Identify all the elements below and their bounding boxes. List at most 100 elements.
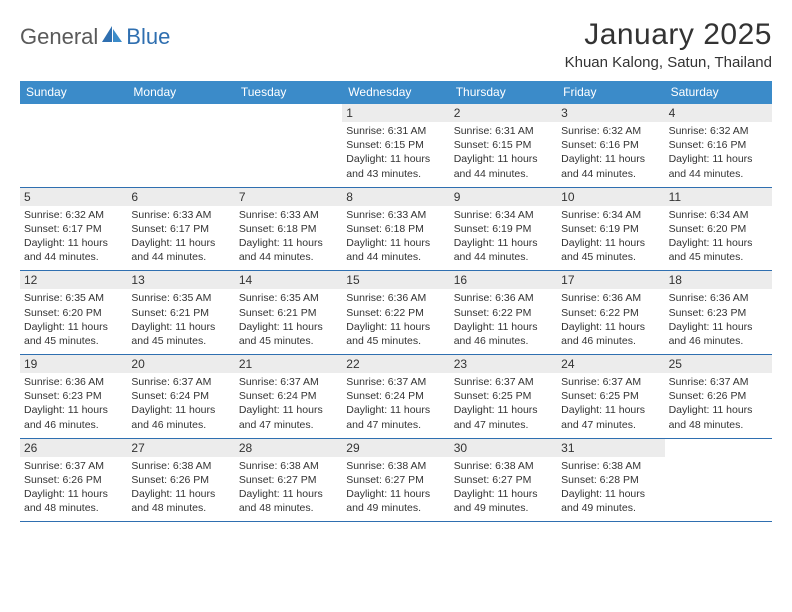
daylight-text: Daylight: 11 hours (346, 320, 445, 334)
day-number: 23 (454, 357, 553, 371)
sunset-text: Sunset: 6:19 PM (454, 222, 553, 236)
sunset-text: Sunset: 6:27 PM (239, 473, 338, 487)
daylight-text: and 46 minutes. (24, 418, 123, 432)
day-cell: 25Sunrise: 6:37 AMSunset: 6:26 PMDayligh… (665, 355, 772, 438)
daylight-text: Daylight: 11 hours (454, 236, 553, 250)
day-cell: 5Sunrise: 6:32 AMSunset: 6:17 PMDaylight… (20, 188, 127, 271)
day-header-fri: Friday (557, 81, 664, 104)
sunset-text: Sunset: 6:22 PM (561, 306, 660, 320)
day-number-bar: 22 (342, 355, 449, 373)
day-number-bar: 11 (665, 188, 772, 206)
day-cell: 11Sunrise: 6:34 AMSunset: 6:20 PMDayligh… (665, 188, 772, 271)
day-number-bar: 16 (450, 271, 557, 289)
day-cell: 20Sunrise: 6:37 AMSunset: 6:24 PMDayligh… (127, 355, 234, 438)
day-number: 4 (669, 106, 768, 120)
daylight-text: Daylight: 11 hours (346, 152, 445, 166)
daylight-text: and 47 minutes. (346, 418, 445, 432)
daylight-text: and 44 minutes. (239, 250, 338, 264)
daylight-text: Daylight: 11 hours (561, 403, 660, 417)
day-number: 27 (131, 441, 230, 455)
sunrise-text: Sunrise: 6:36 AM (24, 375, 123, 389)
day-number: 17 (561, 273, 660, 287)
daylight-text: Daylight: 11 hours (131, 403, 230, 417)
daylight-text: and 45 minutes. (669, 250, 768, 264)
brand-part2: Blue (126, 24, 170, 50)
daylight-text: and 49 minutes. (346, 501, 445, 515)
sunset-text: Sunset: 6:17 PM (131, 222, 230, 236)
daylight-text: and 49 minutes. (454, 501, 553, 515)
day-number-bar: 13 (127, 271, 234, 289)
daylight-text: and 45 minutes. (239, 334, 338, 348)
day-cell: 31Sunrise: 6:38 AMSunset: 6:28 PMDayligh… (557, 439, 664, 522)
day-number: 6 (131, 190, 230, 204)
sunrise-text: Sunrise: 6:33 AM (346, 208, 445, 222)
day-number: 28 (239, 441, 338, 455)
sunrise-text: Sunrise: 6:36 AM (454, 291, 553, 305)
day-number-bar: 21 (235, 355, 342, 373)
daylight-text: Daylight: 11 hours (346, 403, 445, 417)
daylight-text: and 49 minutes. (561, 501, 660, 515)
day-cell: 26Sunrise: 6:37 AMSunset: 6:26 PMDayligh… (20, 439, 127, 522)
sunrise-text: Sunrise: 6:31 AM (454, 124, 553, 138)
day-number: 15 (346, 273, 445, 287)
sunset-text: Sunset: 6:27 PM (346, 473, 445, 487)
sunrise-text: Sunrise: 6:38 AM (239, 459, 338, 473)
daylight-text: and 43 minutes. (346, 167, 445, 181)
daylight-text: Daylight: 11 hours (669, 403, 768, 417)
sunrise-text: Sunrise: 6:33 AM (239, 208, 338, 222)
sunset-text: Sunset: 6:17 PM (24, 222, 123, 236)
day-cell: 2Sunrise: 6:31 AMSunset: 6:15 PMDaylight… (450, 104, 557, 187)
sunset-text: Sunset: 6:23 PM (669, 306, 768, 320)
daylight-text: and 47 minutes. (239, 418, 338, 432)
sunset-text: Sunset: 6:21 PM (239, 306, 338, 320)
sunrise-text: Sunrise: 6:38 AM (346, 459, 445, 473)
daylight-text: Daylight: 11 hours (239, 320, 338, 334)
day-number-bar: 4 (665, 104, 772, 122)
day-cell (235, 104, 342, 187)
sunrise-text: Sunrise: 6:37 AM (346, 375, 445, 389)
daylight-text: Daylight: 11 hours (24, 487, 123, 501)
daylight-text: and 46 minutes. (561, 334, 660, 348)
day-cell: 23Sunrise: 6:37 AMSunset: 6:25 PMDayligh… (450, 355, 557, 438)
day-number-bar: 12 (20, 271, 127, 289)
day-number: 3 (561, 106, 660, 120)
sail-icon (102, 26, 124, 49)
day-number-bar: 18 (665, 271, 772, 289)
day-number: 31 (561, 441, 660, 455)
sunset-text: Sunset: 6:26 PM (669, 389, 768, 403)
day-number-bar: 7 (235, 188, 342, 206)
sunrise-text: Sunrise: 6:37 AM (669, 375, 768, 389)
day-number-bar: 10 (557, 188, 664, 206)
daylight-text: and 44 minutes. (131, 250, 230, 264)
daylight-text: Daylight: 11 hours (669, 236, 768, 250)
daylight-text: and 48 minutes. (131, 501, 230, 515)
day-header-wed: Wednesday (342, 81, 449, 104)
day-cell: 3Sunrise: 6:32 AMSunset: 6:16 PMDaylight… (557, 104, 664, 187)
day-header-sat: Saturday (665, 81, 772, 104)
day-cell: 17Sunrise: 6:36 AMSunset: 6:22 PMDayligh… (557, 271, 664, 354)
daylight-text: Daylight: 11 hours (131, 236, 230, 250)
daylight-text: Daylight: 11 hours (561, 487, 660, 501)
day-number: 7 (239, 190, 338, 204)
day-cell: 7Sunrise: 6:33 AMSunset: 6:18 PMDaylight… (235, 188, 342, 271)
sunset-text: Sunset: 6:22 PM (346, 306, 445, 320)
sunrise-text: Sunrise: 6:35 AM (239, 291, 338, 305)
day-number-bar: 3 (557, 104, 664, 122)
sunrise-text: Sunrise: 6:34 AM (669, 208, 768, 222)
day-number: 13 (131, 273, 230, 287)
daylight-text: Daylight: 11 hours (131, 487, 230, 501)
day-cell: 1Sunrise: 6:31 AMSunset: 6:15 PMDaylight… (342, 104, 449, 187)
daylight-text: Daylight: 11 hours (346, 487, 445, 501)
week-row: 19Sunrise: 6:36 AMSunset: 6:23 PMDayligh… (20, 355, 772, 439)
sunrise-text: Sunrise: 6:35 AM (24, 291, 123, 305)
sunrise-text: Sunrise: 6:32 AM (669, 124, 768, 138)
day-number-bar: 30 (450, 439, 557, 457)
day-cell: 12Sunrise: 6:35 AMSunset: 6:20 PMDayligh… (20, 271, 127, 354)
weeks-container: 1Sunrise: 6:31 AMSunset: 6:15 PMDaylight… (20, 104, 772, 522)
day-number: 10 (561, 190, 660, 204)
day-cell: 8Sunrise: 6:33 AMSunset: 6:18 PMDaylight… (342, 188, 449, 271)
sunset-text: Sunset: 6:21 PM (131, 306, 230, 320)
day-number-bar: 6 (127, 188, 234, 206)
day-cell: 29Sunrise: 6:38 AMSunset: 6:27 PMDayligh… (342, 439, 449, 522)
daylight-text: and 46 minutes. (131, 418, 230, 432)
